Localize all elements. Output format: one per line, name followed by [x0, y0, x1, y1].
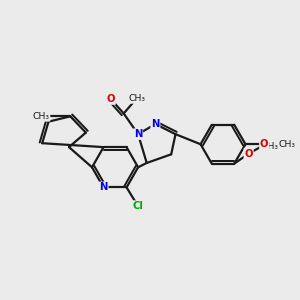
Text: N: N	[151, 119, 160, 129]
Text: CH₃: CH₃	[262, 142, 279, 151]
Text: O: O	[106, 94, 115, 104]
Text: O: O	[260, 139, 268, 149]
Text: CH₃: CH₃	[279, 140, 296, 149]
Text: N: N	[134, 129, 142, 139]
Text: CH₃: CH₃	[33, 112, 50, 121]
Text: Cl: Cl	[133, 201, 143, 211]
Text: O: O	[244, 148, 253, 159]
Text: N: N	[99, 182, 108, 192]
Text: CH₃: CH₃	[128, 94, 145, 103]
